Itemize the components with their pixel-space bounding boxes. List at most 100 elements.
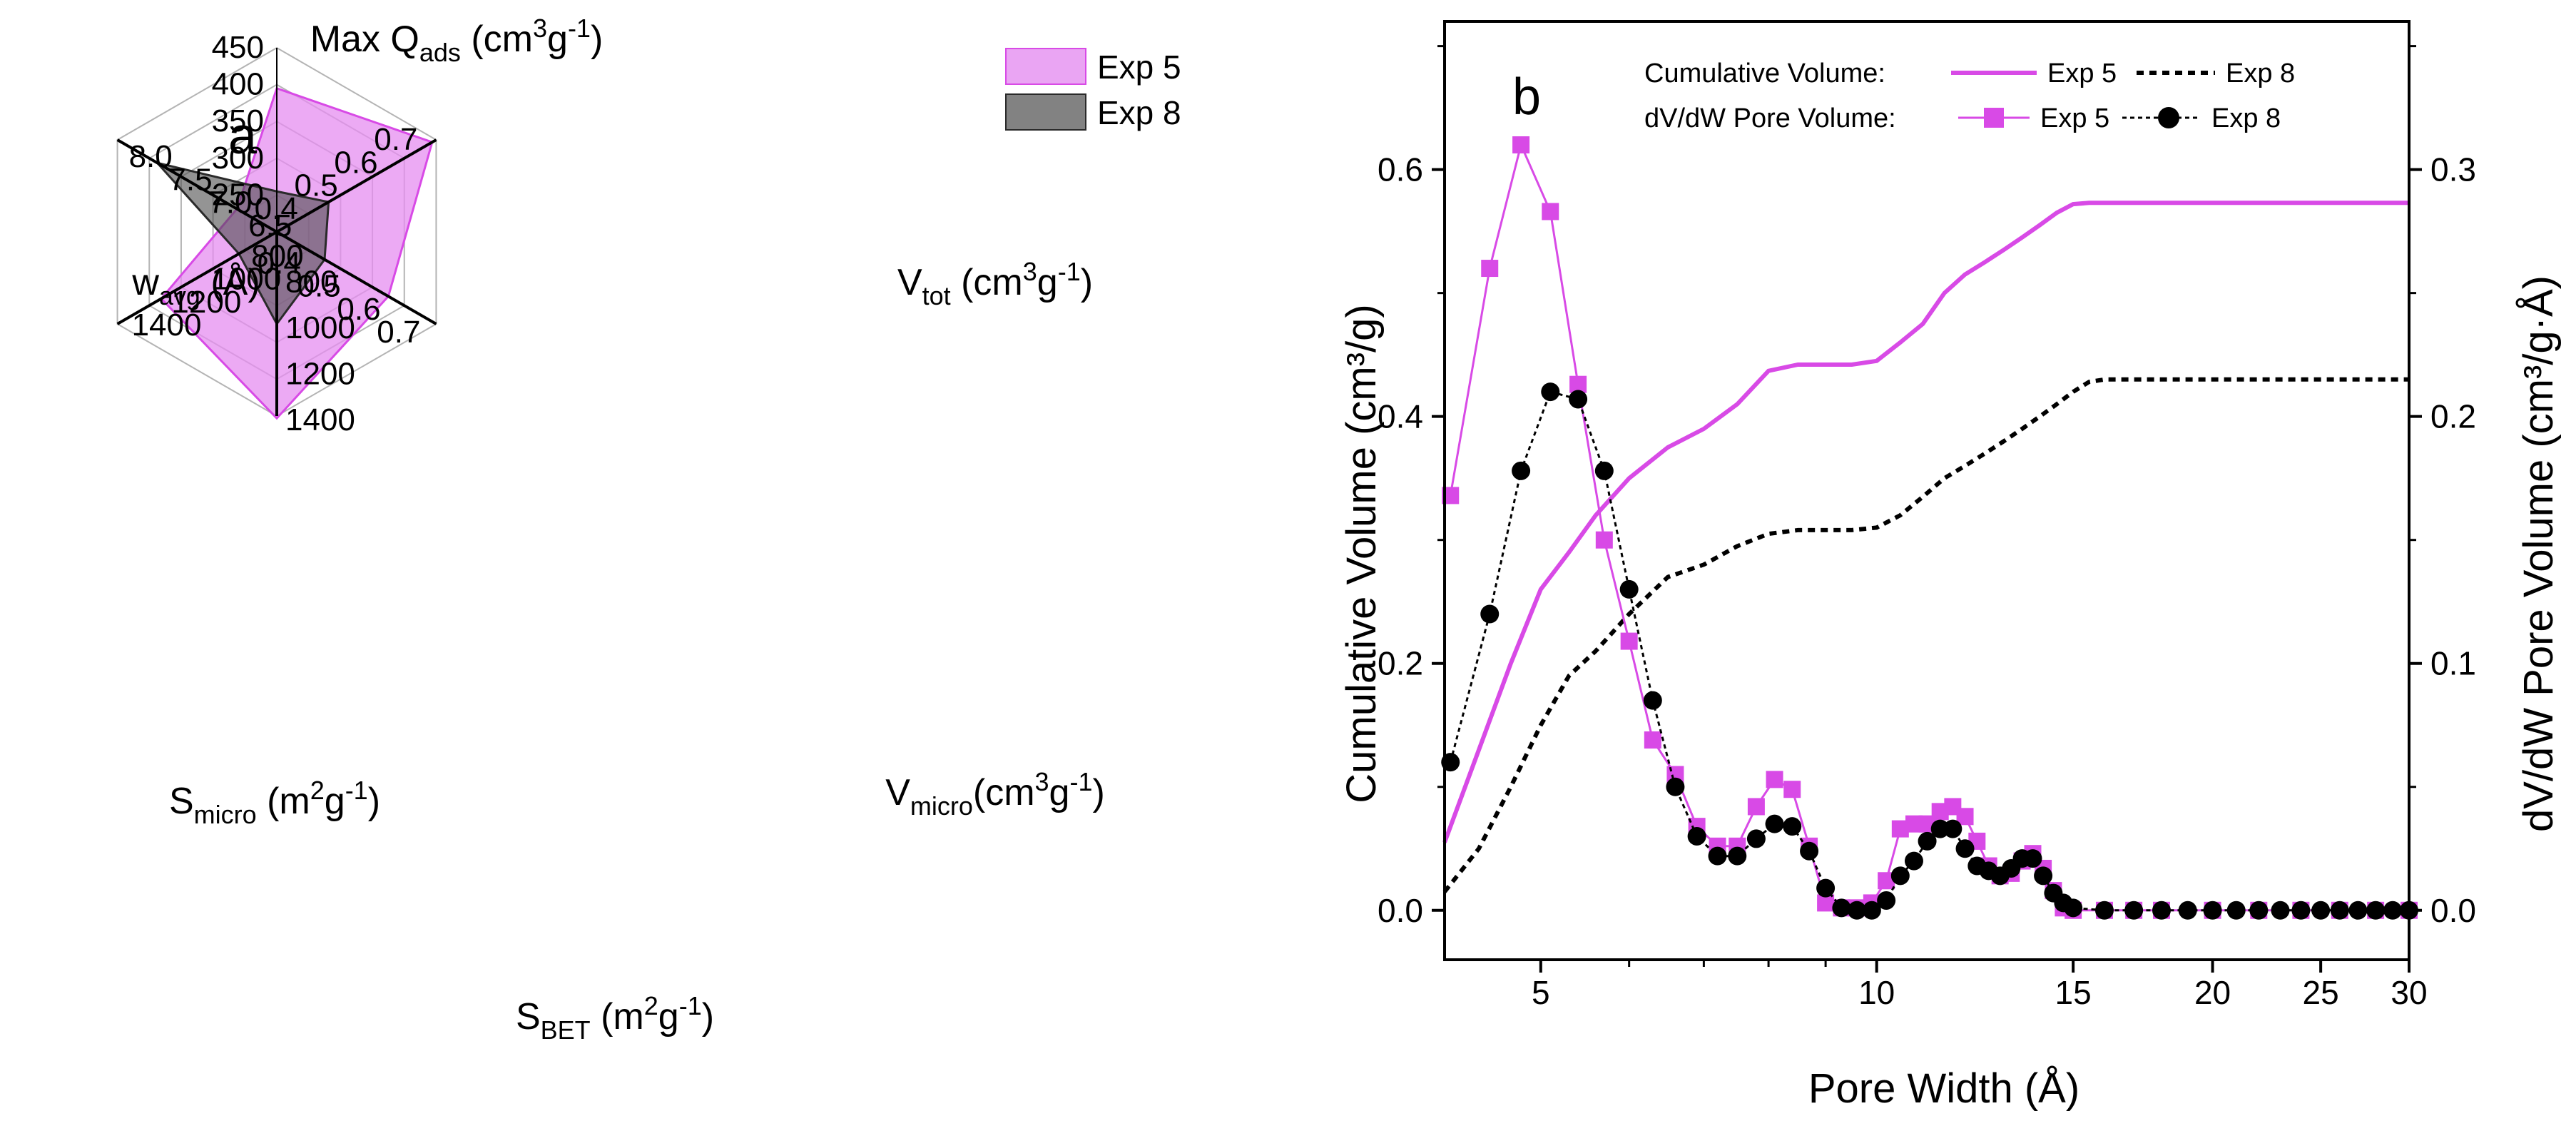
radar-tick-label: 7.0: [208, 186, 252, 220]
marker-exp8: [1512, 461, 1531, 480]
radar-axis-label-sbet: SBET (m2g-1): [516, 991, 714, 1045]
radar-tick-label: 8.0: [129, 139, 173, 174]
marker-exp8: [2034, 866, 2053, 886]
marker-exp8: [1708, 846, 1727, 866]
marker-exp5: [1595, 531, 1613, 549]
y-axis-title-right: dV/dW Pore Volume (cm³/g·Å): [2515, 275, 2562, 832]
radar-axis-label-vtot: Vtot (cm3g-1): [897, 257, 1093, 310]
marker-exp8: [1943, 819, 1962, 838]
plot-legend: Cumulative Volume: Exp 5 Exp 8 dV/dW Por…: [1644, 59, 2295, 133]
y2-tick-label: 0.0: [2430, 892, 2476, 929]
marker-exp8: [2094, 901, 2114, 920]
radar-tick-label: 1400: [132, 308, 202, 343]
radar-tick-label: 0.7: [377, 315, 420, 350]
radar-axis-wavg: [116, 138, 278, 233]
radar-axis-label-q: Max Qads (cm3g-1): [310, 14, 604, 67]
radar-axis-vmicro: [276, 230, 437, 325]
marker-exp5: [1542, 203, 1559, 220]
radar-axis-label-smicro: Smicro (m2g-1): [169, 776, 380, 829]
marker-exp8: [2383, 901, 2402, 920]
x-tick-label: 30: [2391, 974, 2427, 1011]
radar-tick-label: 250: [212, 177, 264, 212]
marker-exp8: [2291, 901, 2311, 920]
marker-exp5: [1956, 808, 1974, 826]
marker-exp8: [1847, 901, 1866, 920]
radar-tick-label: 0.6: [337, 292, 380, 327]
radar-axis-label-wavg: wavg (Å): [131, 262, 260, 310]
marker-exp8: [1890, 866, 1910, 886]
marker-exp8: [1862, 901, 1881, 920]
radar-tick-label: 1400: [285, 402, 355, 437]
legend-label-exp8: Exp 8: [1097, 94, 1181, 131]
marker-exp8: [1480, 604, 1500, 624]
radar-axis-smicro: [116, 230, 278, 325]
radar-tick-label: 450: [212, 30, 264, 65]
radar-chart: 2503003504004500.40.50.60.70.40.50.60.78…: [116, 14, 1181, 1045]
marker-exp5: [1481, 260, 1499, 278]
marker-exp8: [2152, 901, 2171, 920]
legend-marker-pore-exp8: [2158, 107, 2179, 128]
marker-exp8: [1783, 817, 1802, 836]
marker-exp8: [1541, 382, 1560, 402]
y-axis-title-left: Cumulative Volume (cm³/g): [1338, 304, 1385, 803]
marker-exp8: [2124, 901, 2144, 920]
marker-exp5: [1644, 731, 1661, 749]
radar-tick-label: 1000: [211, 262, 281, 297]
radar-tick-label: 0.4: [258, 245, 301, 280]
legend-cum-exp5-label: Exp 5: [2047, 59, 2117, 88]
legend-pore-title: dV/dW Pore Volume:: [1644, 103, 1896, 133]
radar-tick-label: 0.5: [295, 168, 338, 203]
legend-swatch-exp8: [1005, 93, 1086, 131]
marker-exp8: [2366, 901, 2386, 920]
marker-exp8: [1816, 878, 1836, 898]
marker-exp8: [1569, 390, 1588, 409]
radar-tick-label: 1200: [171, 285, 241, 320]
radar-tick-label: 0.5: [297, 269, 341, 304]
radar-axis-label-vmicro: Vmicro(cm3g-1): [885, 767, 1105, 821]
y-tick-label: 0.2: [1378, 645, 1423, 682]
marker-exp5: [1783, 781, 1801, 798]
legend-cum-exp8-label: Exp 8: [2226, 59, 2295, 88]
legend-cumulative-title: Cumulative Volume:: [1644, 59, 1885, 88]
radar-tick-label: 1000: [285, 310, 355, 345]
radar-axes: [116, 48, 437, 416]
marker-exp8: [2178, 901, 2197, 920]
marker-exp8: [1666, 777, 1685, 796]
marker-exp8: [2330, 901, 2349, 920]
y2-tick-label: 0.3: [2430, 151, 2476, 188]
x-tick-label: 25: [2303, 974, 2339, 1011]
x-tick-label: 10: [1858, 974, 1895, 1011]
radar-tick-labels: 2503003504004500.40.50.60.70.40.50.60.78…: [129, 30, 421, 437]
marker-exp5: [1620, 632, 1638, 650]
marker-exp8: [2249, 901, 2269, 920]
marker-exp8: [2271, 901, 2290, 920]
radar-tick-label: 800: [285, 265, 337, 300]
y-tick-label: 0.6: [1378, 151, 1423, 188]
marker-exp8: [1800, 841, 1819, 861]
y-tick-label: 0.0: [1378, 892, 1423, 929]
radar-tick-label: 800: [251, 238, 303, 273]
marker-exp8: [1728, 846, 1747, 866]
radar-tick-label: 300: [212, 141, 264, 176]
marker-exp8: [2311, 901, 2331, 920]
marker-exp5: [1747, 798, 1765, 816]
radar-axis-labels: Max Qads (cm3g-1) Vtot (cm3g-1) Vmicro(cm3…: [131, 14, 1105, 1045]
marker-exp8: [2023, 849, 2042, 868]
panel-label-a: a: [228, 108, 258, 165]
legend-swatch-exp5: [1005, 48, 1086, 85]
marker-exp8: [1904, 851, 1923, 871]
radar-axis-vtot: [276, 138, 437, 233]
plot-ticks: 5 10 15 20 25 30 0.0 0.2 0.4 0.6 0.0 0.1 0.2 0.3: [1378, 45, 2476, 1011]
radar-tick-label: 350: [212, 103, 264, 138]
plot-frame: [1443, 20, 2410, 961]
radar-tick-label: 7.5: [168, 162, 212, 197]
y2-tick-label: 0.1: [2430, 645, 2476, 682]
marker-exp8: [1955, 839, 1975, 858]
marker-exp8: [1746, 829, 1766, 848]
marker-exp8: [2203, 901, 2222, 920]
marker-exp8: [1594, 461, 1614, 480]
radar-tick-label: 6.5: [248, 208, 292, 243]
marker-exp8: [2226, 901, 2246, 920]
x-tick-label: 5: [1532, 974, 1550, 1011]
